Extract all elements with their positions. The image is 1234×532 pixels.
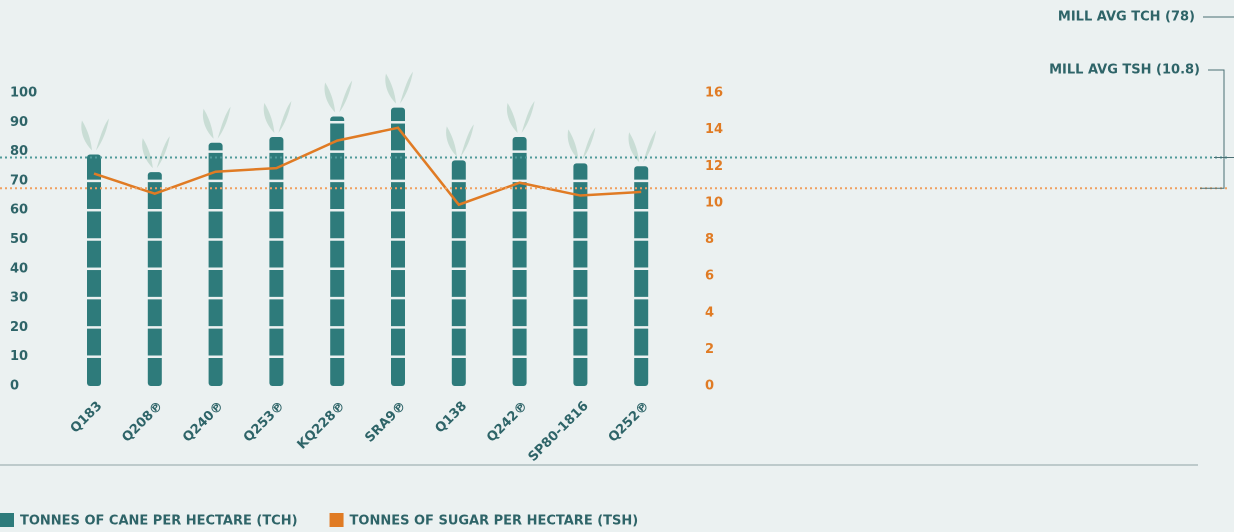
y2-tick-label: 0 bbox=[705, 379, 714, 394]
x-tick-label: Q242℗ bbox=[484, 399, 531, 446]
y-tick-label: 0 bbox=[10, 379, 19, 394]
reference-label: MILL AVG TCH (78) bbox=[1058, 10, 1195, 25]
bar bbox=[208, 142, 223, 386]
y-tick-label: 100 bbox=[10, 86, 37, 101]
x-tick-label: SRA9℗ bbox=[362, 399, 409, 446]
x-tick-label: Q208℗ bbox=[119, 399, 166, 446]
cane-stalk bbox=[202, 106, 231, 386]
reference-bracket bbox=[1203, 16, 1234, 158]
cane-stalk bbox=[385, 71, 413, 387]
line bbox=[93, 126, 642, 207]
leaf bbox=[217, 106, 231, 139]
leaf bbox=[81, 120, 92, 151]
leaf bbox=[142, 138, 153, 169]
leaf bbox=[385, 73, 396, 104]
leaf bbox=[202, 108, 214, 139]
bar bbox=[573, 163, 588, 386]
y2-tick-label: 16 bbox=[705, 86, 723, 101]
cane-stalk bbox=[81, 118, 109, 386]
leaf bbox=[339, 80, 353, 113]
legend-swatch bbox=[329, 513, 344, 527]
leaf bbox=[460, 124, 474, 157]
reference-bracket bbox=[1200, 69, 1225, 189]
y-tick-label: 20 bbox=[10, 320, 28, 335]
bar bbox=[451, 160, 466, 386]
leaf bbox=[400, 71, 413, 104]
y-tick-label: 80 bbox=[10, 144, 28, 159]
x-tick-label: Q138 bbox=[432, 399, 470, 437]
legend-label: TONNES OF SUGAR PER HECTARE (TSH) bbox=[350, 514, 639, 529]
bar bbox=[147, 172, 162, 386]
y2-tick-label: 2 bbox=[705, 342, 714, 357]
leaf bbox=[567, 129, 579, 160]
legend-label: TONNES OF CANE PER HECTARE (TCH) bbox=[20, 514, 298, 529]
legend-swatch bbox=[0, 513, 14, 527]
leaf bbox=[643, 130, 657, 163]
leaf bbox=[506, 102, 518, 133]
y-tick-label: 50 bbox=[10, 232, 28, 247]
x-tick-label: SP80-1816 bbox=[526, 399, 592, 465]
leaf bbox=[96, 118, 109, 151]
cane-stalk bbox=[446, 124, 474, 386]
cane-stalk bbox=[324, 80, 353, 386]
y-tick-label: 60 bbox=[10, 203, 28, 218]
leaf bbox=[446, 126, 457, 157]
bar bbox=[87, 154, 101, 386]
x-tick-label: Q252℗ bbox=[606, 399, 653, 446]
leaf bbox=[278, 100, 292, 133]
bar bbox=[269, 136, 284, 386]
cane-stalk bbox=[506, 100, 535, 386]
reference-label: MILL AVG TSH (10.8) bbox=[1049, 63, 1200, 78]
leaf bbox=[156, 136, 170, 169]
bar bbox=[330, 116, 345, 386]
y2-tick-label: 10 bbox=[705, 195, 723, 210]
bar bbox=[391, 107, 405, 387]
cane-stalk bbox=[567, 127, 596, 386]
leaf bbox=[263, 102, 275, 133]
y-tick-label: 90 bbox=[10, 115, 28, 130]
y2-tick-label: 12 bbox=[705, 159, 723, 174]
x-tick-label: Q183 bbox=[68, 399, 106, 437]
x-tick-label: Q253℗ bbox=[241, 399, 288, 446]
x-tick-label: Q240℗ bbox=[180, 399, 227, 446]
cane-stalk bbox=[142, 136, 170, 386]
leaf bbox=[324, 82, 336, 113]
y-tick-label: 70 bbox=[10, 173, 28, 188]
y2-tick-label: 4 bbox=[705, 305, 714, 320]
cane-stalk bbox=[263, 100, 292, 386]
y-tick-label: 40 bbox=[10, 261, 28, 276]
x-tick-label: KQ228℗ bbox=[295, 399, 349, 453]
leaf bbox=[628, 132, 640, 163]
y2-tick-label: 8 bbox=[705, 232, 714, 247]
y-tick-label: 10 bbox=[10, 349, 28, 364]
y2-tick-label: 6 bbox=[705, 269, 714, 284]
leaf bbox=[521, 100, 535, 133]
cane-stalk bbox=[628, 130, 657, 386]
bar bbox=[634, 166, 649, 386]
leaf bbox=[582, 127, 596, 160]
y2-tick-label: 14 bbox=[705, 122, 723, 137]
bar bbox=[512, 136, 527, 386]
y-tick-label: 30 bbox=[10, 291, 28, 306]
